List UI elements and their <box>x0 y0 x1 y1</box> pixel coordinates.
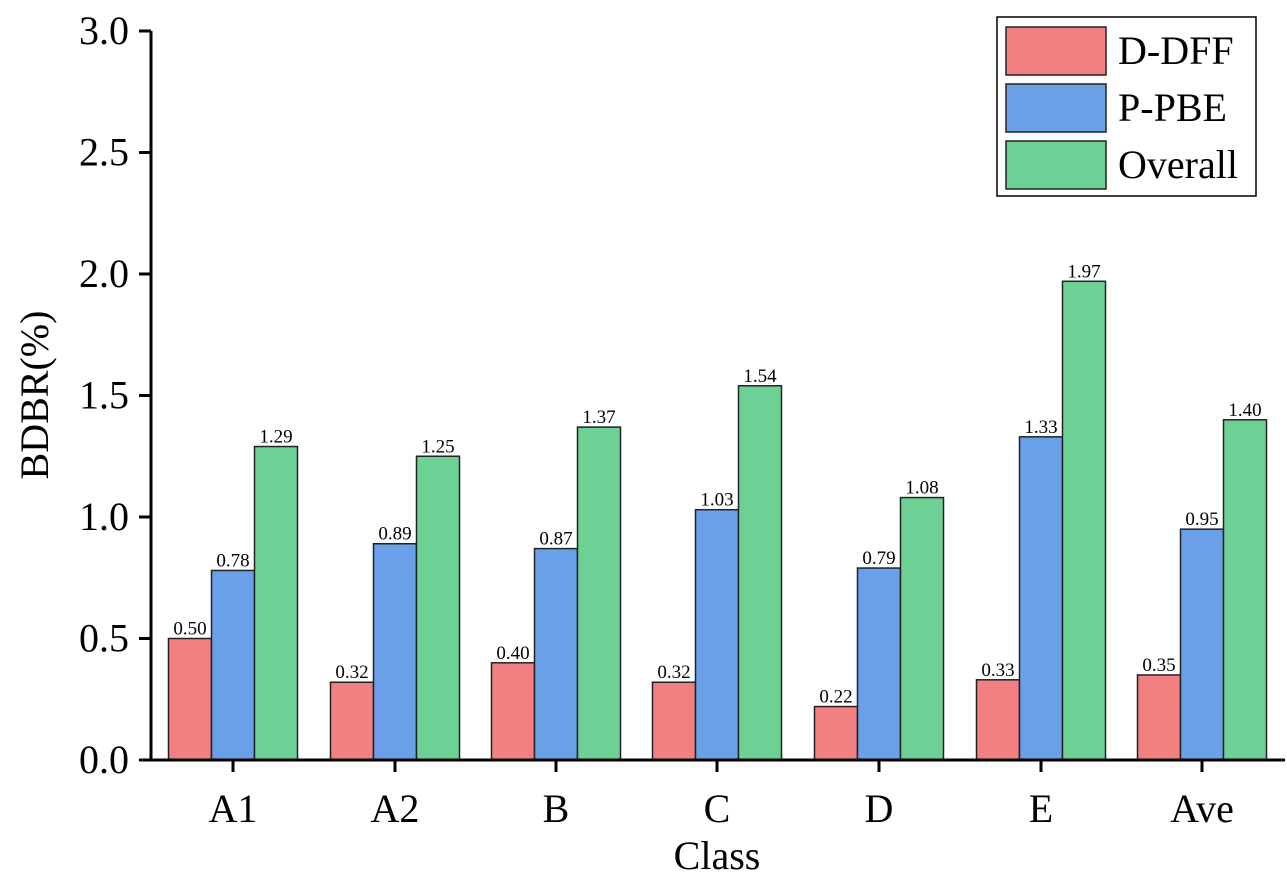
bar-p-pbe-e <box>1018 436 1064 761</box>
x-tick-label: C <box>704 786 731 831</box>
bar-d-dff-c <box>651 681 697 761</box>
data-label-overall-e: 1.97 <box>1067 261 1100 282</box>
data-label-overall-d: 1.08 <box>905 478 938 499</box>
legend: D-DFF P-PBE Overall <box>996 16 1257 197</box>
x-tick-label: Ave <box>1170 786 1234 831</box>
bars-layer <box>167 280 1268 761</box>
x-axis-title: Class <box>674 833 761 878</box>
legend-swatch-overall <box>1005 140 1107 190</box>
legend-swatch-p-pbe <box>1005 83 1107 133</box>
y-axis-title: BDBR(%) <box>12 311 57 480</box>
data-label-d-dff-d: 0.22 <box>819 687 852 708</box>
bar-p-pbe-a2 <box>372 542 418 761</box>
data-labels-layer: 0.50 0.78 1.29 0.32 0.89 1.25 0.40 0.87 1.37 0.32… <box>173 261 1261 707</box>
data-label-p-pbe-b: 0.87 <box>539 529 572 550</box>
bar-d-dff-a2 <box>329 681 375 761</box>
data-label-p-pbe-c: 1.03 <box>700 490 733 511</box>
y-tick-label: 1.0 <box>79 494 129 539</box>
bar-overall-a2 <box>415 455 461 761</box>
data-label-overall-c: 1.54 <box>743 366 777 387</box>
bar-d-dff-ave <box>1136 674 1182 761</box>
data-label-p-pbe-a1: 0.78 <box>216 550 249 571</box>
y-tick-label: 2.5 <box>79 130 129 175</box>
data-label-overall-a1: 1.29 <box>259 427 292 448</box>
data-label-d-dff-ave: 0.35 <box>1142 655 1175 676</box>
bar-p-pbe-d <box>856 567 902 761</box>
bar-d-dff-a1 <box>167 637 213 761</box>
y-tick-label: 0.5 <box>79 616 129 661</box>
y-tick-label: 3.0 <box>79 8 129 53</box>
x-tick-label: D <box>865 786 894 831</box>
x-ticks-layer: A1 A2 B C D E Ave <box>209 760 1234 831</box>
legend-label-p-pbe: P-PBE <box>1118 85 1227 130</box>
data-label-d-dff-a1: 0.50 <box>173 619 206 640</box>
bar-overall-b <box>576 426 622 761</box>
x-tick-label: A1 <box>209 786 258 831</box>
y-tick-label: 2.0 <box>79 251 129 296</box>
bar-overall-d <box>899 496 945 761</box>
bar-d-dff-d <box>813 705 859 761</box>
bar-d-dff-e <box>975 679 1021 761</box>
data-label-d-dff-b: 0.40 <box>496 643 529 664</box>
bar-overall-e <box>1061 280 1107 761</box>
data-label-d-dff-e: 0.33 <box>981 660 1014 681</box>
y-tick-label: 0.0 <box>79 737 129 782</box>
bar-p-pbe-a1 <box>210 569 256 761</box>
bar-d-dff-b <box>490 662 536 761</box>
data-label-overall-b: 1.37 <box>582 407 615 428</box>
x-tick-label: A2 <box>371 786 420 831</box>
y-ticks-layer: 0.0 0.5 1.0 1.5 2.0 2.5 3.0 <box>79 8 151 782</box>
data-label-d-dff-c: 0.32 <box>657 662 690 683</box>
legend-label-d-dff: D-DFF <box>1118 28 1234 73</box>
bar-p-pbe-c <box>694 508 740 761</box>
bar-overall-c <box>737 385 783 761</box>
legend-swatch-d-dff <box>1005 26 1107 76</box>
data-label-p-pbe-a2: 0.89 <box>378 524 411 545</box>
data-label-p-pbe-d: 0.79 <box>862 548 895 569</box>
data-label-overall-ave: 1.40 <box>1228 400 1261 421</box>
data-label-p-pbe-e: 1.33 <box>1024 417 1057 438</box>
legend-label-overall: Overall <box>1118 142 1238 187</box>
data-label-p-pbe-ave: 0.95 <box>1185 509 1218 530</box>
bar-p-pbe-ave <box>1179 528 1225 761</box>
data-label-overall-a2: 1.25 <box>421 436 454 457</box>
data-label-d-dff-a2: 0.32 <box>335 662 368 683</box>
bar-overall-a1 <box>253 445 299 761</box>
bar-p-pbe-b <box>533 547 579 761</box>
x-tick-label: E <box>1029 786 1053 831</box>
y-tick-label: 1.5 <box>79 373 129 418</box>
bar-overall-ave <box>1222 419 1268 761</box>
x-tick-label: B <box>543 786 570 831</box>
